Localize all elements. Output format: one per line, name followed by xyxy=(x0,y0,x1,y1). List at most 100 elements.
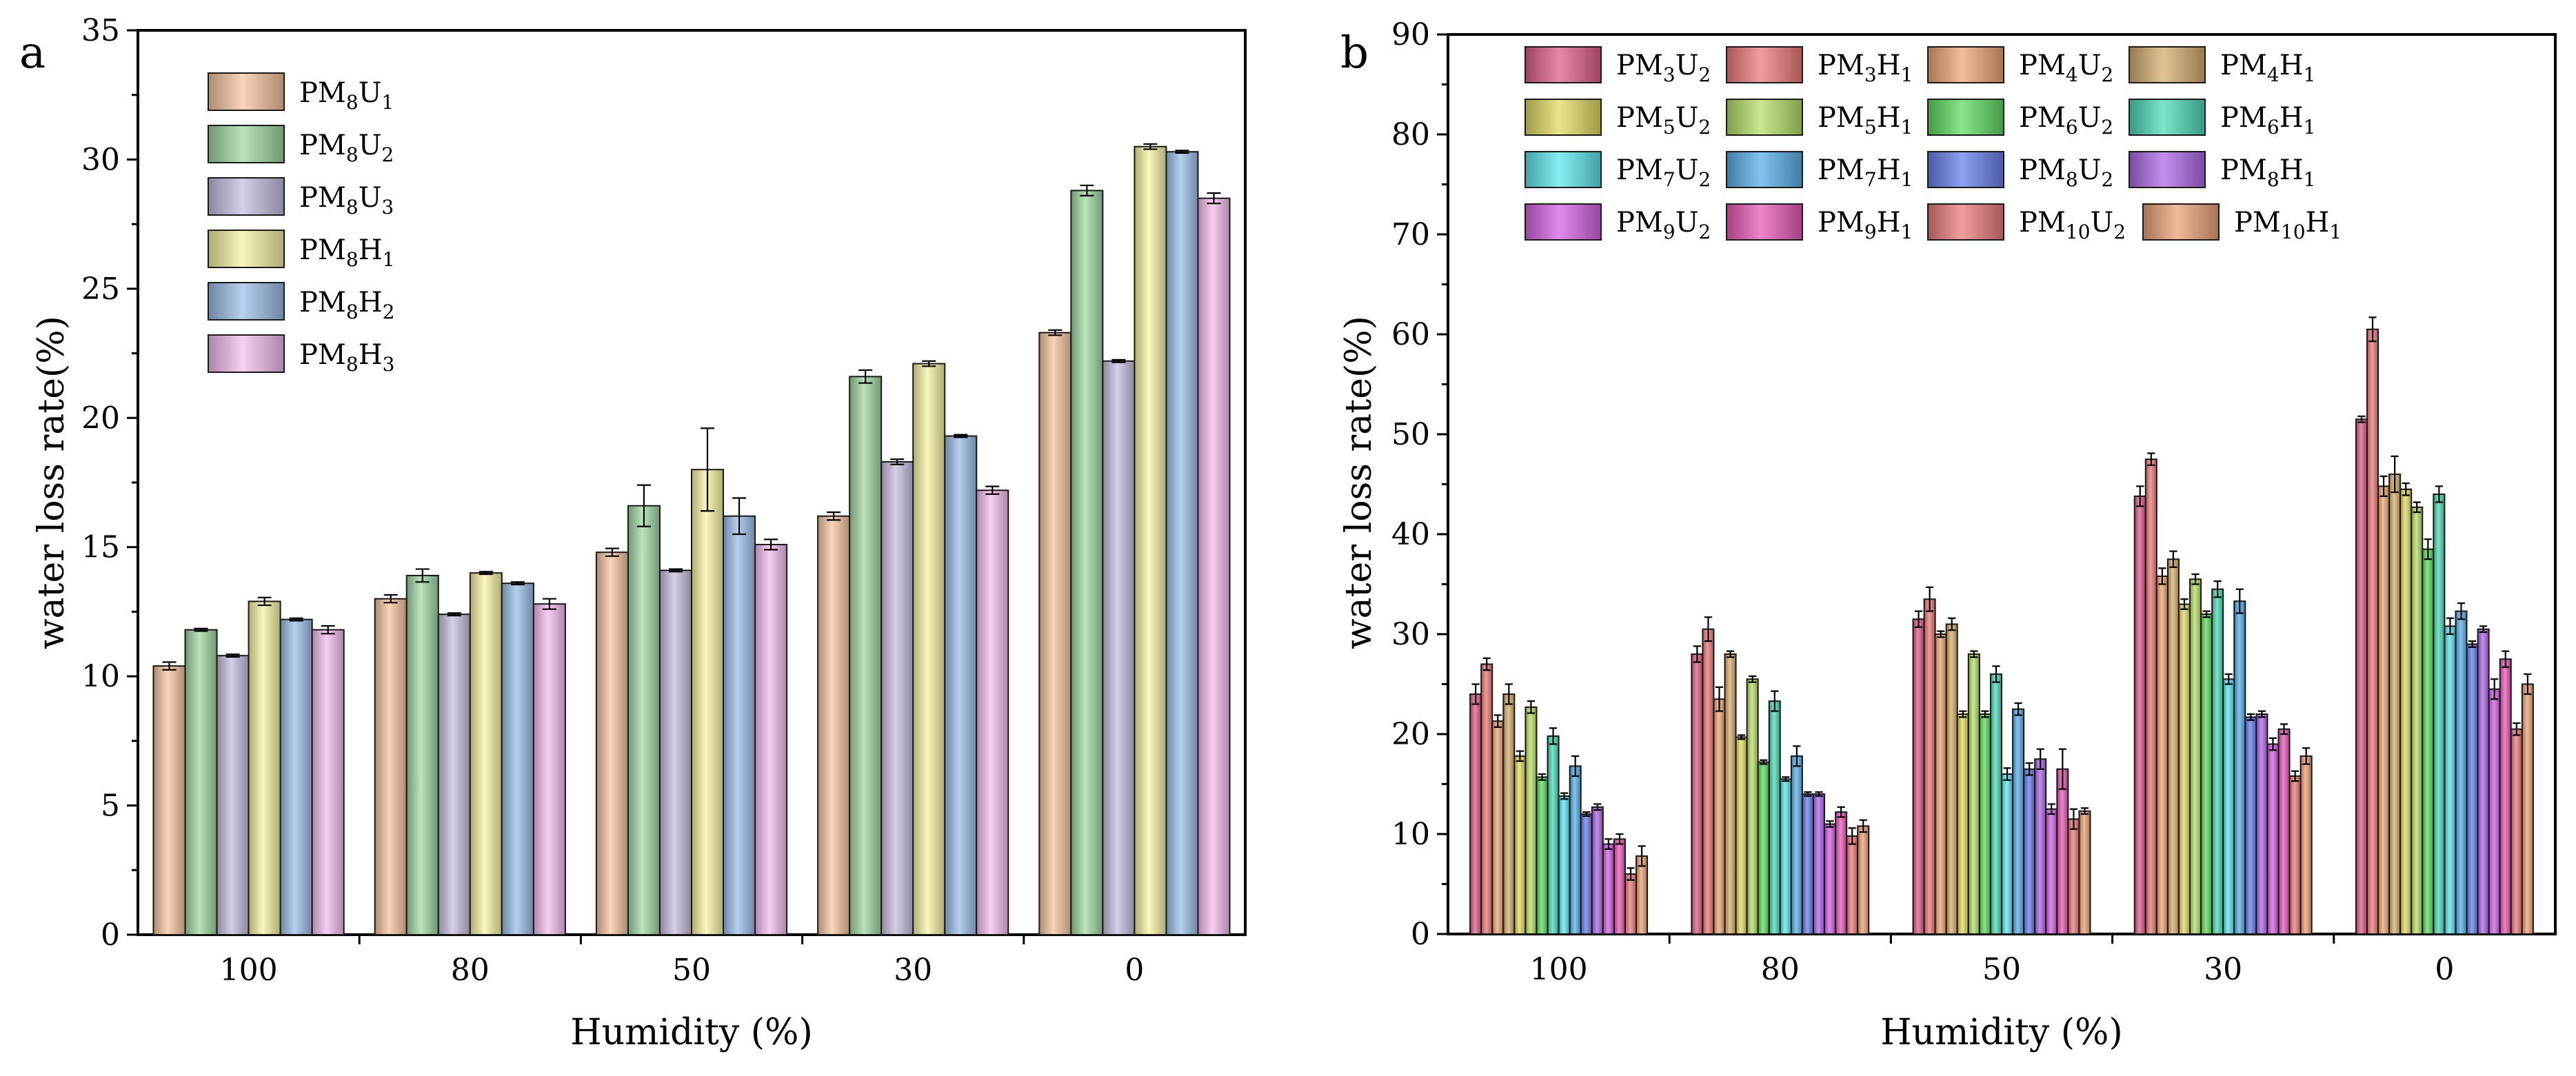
legend-item-PM9H1: PM9H1 xyxy=(1726,203,1913,243)
legend-label: PM8H3 xyxy=(299,339,394,376)
bar-PM6U2-100 xyxy=(1536,776,1549,935)
x-tick-label: 50 xyxy=(672,953,711,988)
bar-PM9H1-100 xyxy=(1613,838,1626,935)
bar-PM6H1-100 xyxy=(1547,735,1560,935)
bar-PM3U2-30 xyxy=(2133,495,2146,935)
error-bar-PM5U2-50 xyxy=(1959,710,1967,718)
error-bar-PM6U2-30 xyxy=(2202,610,2211,618)
error-bar-PM5U2-30 xyxy=(2180,598,2188,610)
error-bar-PM7H1-100 xyxy=(1571,755,1580,778)
legend-item-PM4U2: PM4U2 xyxy=(1927,46,2113,86)
bar-PM7U2-50 xyxy=(2001,773,2014,935)
bar-PM10U2-100 xyxy=(1624,873,1638,935)
legend-item-PM9U2: PM9U2 xyxy=(1525,203,1711,243)
legend-label: PM8U2 xyxy=(2019,154,2113,191)
bar-PM8U2-30 xyxy=(849,376,883,935)
error-bar-PM7H1-30 xyxy=(2235,588,2244,614)
error-bar-PM3H1-80 xyxy=(1704,616,1713,642)
x-tick-label: 80 xyxy=(1761,952,1800,987)
bar-PM3U2-0 xyxy=(2355,418,2368,935)
error-bar-PM7U2-100 xyxy=(1560,792,1569,800)
legend-label: PM8U3 xyxy=(299,182,394,219)
error-bar-PM8U1-30 xyxy=(827,511,841,521)
error-bar-PM5H1-30 xyxy=(2191,573,2200,585)
error-bar-PM4U2-100 xyxy=(1493,714,1502,728)
bar-PM4H1-0 xyxy=(2388,474,2402,935)
legend-label: PM10H1 xyxy=(2234,207,2342,243)
legend-item-PM5U2: PM5U2 xyxy=(1525,99,1711,139)
x-tick-label: 30 xyxy=(2204,952,2242,987)
bar-PM9H1-30 xyxy=(2277,728,2291,935)
bar-PM4U2-80 xyxy=(1713,698,1726,935)
error-bar-PM3U2-30 xyxy=(2136,485,2144,507)
legend-swatch xyxy=(208,230,285,268)
legend-swatch xyxy=(2142,203,2220,241)
panel-a: a 0 5 10 15 20 25 30 35 100 80 50 30 0 Humidity (%)… xyxy=(19,13,1247,1053)
error-bar-PM8U1-50 xyxy=(605,547,619,557)
error-bar-PM8U3-0 xyxy=(1111,358,1126,363)
panel-b-x-axis-title: Humidity (%) xyxy=(1880,1012,2122,1053)
legend-item-PM8U2: PM8U2 xyxy=(1927,151,2113,191)
bar-PM8H1-100 xyxy=(1591,806,1604,935)
error-bar-PM3U2-100 xyxy=(1471,683,1480,705)
bar-PM8U2-50 xyxy=(627,505,661,935)
bar-PM8U1-100 xyxy=(152,665,186,935)
bar-PM8U3-0 xyxy=(1102,360,1136,935)
legend-item-PM6H1: PM6H1 xyxy=(2129,99,2315,139)
error-bar-PM7U2-30 xyxy=(2224,673,2233,685)
error-bar-PM4U2-80 xyxy=(1715,686,1724,712)
error-bar-PM4H1-100 xyxy=(1505,683,1513,705)
bar-PM8H3-30 xyxy=(976,489,1009,935)
bar-PM10H1-30 xyxy=(2300,755,2313,935)
panel-b-y-axis-title: water loss rate(%) xyxy=(1338,316,1380,649)
legend-swatch xyxy=(1726,99,1803,136)
bar-PM9U2-30 xyxy=(2266,743,2280,935)
bar-PM8H3-0 xyxy=(1197,197,1231,936)
error-bar-PM8H1-80 xyxy=(479,571,493,576)
error-bar-PM6U2-50 xyxy=(1981,710,1989,718)
bar-PM7U2-100 xyxy=(1558,795,1571,935)
bar-PM5U2-50 xyxy=(1956,713,1969,935)
legend-label: PM4H1 xyxy=(2220,50,2315,86)
error-bar-PM4U2-0 xyxy=(2379,475,2388,498)
panel-b: b 0 10 20 30 40 50 60 70 80 90 100 80 50 30 0 Humidit… xyxy=(1338,17,2557,1053)
legend-label: PM10U2 xyxy=(2019,207,2126,243)
error-bar-PM8U2-100 xyxy=(194,627,208,632)
legend-item-PM10H1: PM10H1 xyxy=(2142,203,2342,243)
error-bar-PM5H1-50 xyxy=(1970,650,1978,658)
bar-PM8U2-30 xyxy=(2244,716,2257,935)
error-bar-PM8U2-80 xyxy=(1804,791,1812,798)
x-tick-label: 30 xyxy=(894,953,932,988)
error-bar-PM8U3-30 xyxy=(890,458,905,465)
bar-PM8H2-80 xyxy=(501,582,534,935)
y-tick-label: 10 xyxy=(1391,817,1430,852)
error-bar-PM10H1-0 xyxy=(2524,673,2532,696)
error-bar-PM7H1-80 xyxy=(1793,745,1801,767)
legend-label: PM3U2 xyxy=(1616,50,1711,86)
bar-PM3H1-30 xyxy=(2144,458,2157,935)
panel-b-bars xyxy=(1469,316,2534,935)
bar-PM8H3-80 xyxy=(532,603,566,935)
legend-label: PM4U2 xyxy=(2019,50,2113,86)
legend-item-PM7H1: PM7H1 xyxy=(1726,151,1913,191)
error-bar-PM10H1-50 xyxy=(2080,807,2089,815)
error-bar-PM8H2-0 xyxy=(1175,150,1189,154)
bar-PM6H1-0 xyxy=(2433,494,2446,935)
bar-PM8H1-80 xyxy=(469,572,503,935)
error-bar-PM5U2-0 xyxy=(2402,482,2410,496)
y-tick-label: 60 xyxy=(1391,317,1430,352)
bar-PM8U3-50 xyxy=(658,569,692,935)
bar-PM7H1-50 xyxy=(2012,708,2025,935)
legend-label: PM7H1 xyxy=(1818,154,1913,191)
x-tick-label: 50 xyxy=(1982,952,2021,987)
y-tick-label: 40 xyxy=(1391,517,1430,552)
bar-PM4H1-80 xyxy=(1724,653,1737,935)
panel-a-label: a xyxy=(19,28,46,79)
error-bar-PM9H1-50 xyxy=(2058,748,2066,790)
error-bar-PM3H1-0 xyxy=(2368,316,2377,343)
bar-PM8U1-30 xyxy=(817,515,851,935)
error-bar-PM8H1-100 xyxy=(1593,803,1602,811)
bar-PM8U2-0 xyxy=(1070,190,1104,936)
error-bar-PM8H3-100 xyxy=(321,625,335,635)
